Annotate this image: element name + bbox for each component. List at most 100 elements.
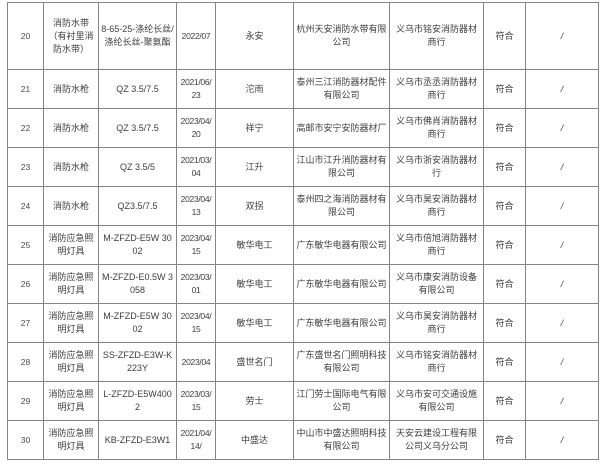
table-cell-remark: / [525,186,599,226]
table-cell-brand: 劳士 [215,381,294,421]
table-row: 30 消防应急照明灯具 KB-ZFZD-E3W1 2021/04/14/中盛达 中山市中… [7,420,599,460]
table-cell-serial: 28 [7,342,44,382]
table-cell-brand: 祥宁 [215,108,294,148]
table-cell-remark: / [525,225,599,265]
table-cell-model: QZ 3.5/5 [98,147,177,187]
table-cell-brand: 沱雨 [215,69,294,109]
table-cell-manufacturer: 广东敏华电器有限公司 [293,303,390,343]
table-cell-product-name: 消防应急照明灯具 [43,381,99,421]
table-cell-serial: 25 [7,225,44,265]
table-cell-dealer: 义乌市铭安消防器材商行 [389,2,484,70]
table-cell-brand: 双拐 [215,186,294,226]
table-cell-serial: 27 [7,303,44,343]
table-cell-product-name: 消防水枪 [43,108,99,148]
table-cell-date: 2023/04/13 [176,186,216,226]
table-cell-model: QZ 3.5/7.5 [98,69,177,109]
table-cell-model: QZ3.5/7.5 [98,186,177,226]
table-cell-product-name: 消防应急照明灯具 [43,420,99,460]
table-cell-result: 符合 [483,186,526,226]
table-cell-manufacturer: 杭州天安消防水带有限公司 [293,2,390,70]
table-row: 21 消防水枪 QZ 3.5/7.5 2021/06/23 沱雨 泰州三江消防器材配件有限… [7,69,599,109]
table-row: 23 消防水枪 QZ 3.5/5 2021/03/04 江升 江山市江升消防器材有限公司义… [7,147,599,187]
table-cell-product-name: 消防水枪 [43,147,99,187]
table-cell-brand: 中盛达 [215,420,294,460]
table-cell-serial: 21 [7,69,44,109]
table-cell-model: QZ 3.5/7.5 [98,108,177,148]
table-cell-date: 2023/04/20 [176,108,216,148]
table-cell-product-name: 消防应急照明灯具 [43,303,99,343]
table-row: 26 消防应急照明灯具 M-ZFZD-E0.5W 3058 2023/03/01 敏华电… [7,264,599,304]
table-cell-product-name: 消防应急照明灯具 [43,225,99,265]
table-cell-result: 符合 [483,108,526,148]
table-cell-result: 符合 [483,264,526,304]
table-cell-product-name: 消防水带（有衬里消防水带） [43,2,99,70]
table-cell-dealer: 义乌市丞丞消防器材商行 [389,69,484,109]
table-cell-brand: 敏华电工 [215,225,294,265]
table-cell-serial: 23 [7,147,44,187]
table-cell-result: 符合 [483,303,526,343]
table-cell-model: SS-ZFZD-E3W-K223Y [98,342,177,382]
table-cell-manufacturer: 中山市中盛达照明科技有限公司 [293,420,390,460]
table-cell-brand: 永安 [215,2,294,70]
table-cell-model: M-ZFZD-E5W 3002 [98,225,177,265]
table-cell-remark: / [525,303,599,343]
table-cell-date: 2023/04 [176,342,216,382]
table-row: 29 消防应急照明灯具 L-ZFZD-E5W4002 2023/03/15 劳士 江门劳士… [7,381,599,421]
table-cell-result: 符合 [483,69,526,109]
inspection-results-table: 20 消防水带（有衬里消防水带） 8-65-25-涤纶长丝/涤纶长丝-聚氨酯 2022… [7,2,599,460]
inspection-table-body: 20 消防水带（有衬里消防水带） 8-65-25-涤纶长丝/涤纶长丝-聚氨酯 2022… [7,2,599,460]
table-cell-date: 2021/04/14/ [176,420,216,460]
table-cell-serial: 30 [7,420,44,460]
table-cell-product-name: 消防应急照明灯具 [43,264,99,304]
table-cell-dealer: 义乌市昊安消防器材商行 [389,303,484,343]
table-cell-model: 8-65-25-涤纶长丝/涤纶长丝-聚氨酯 [98,2,177,70]
table-cell-model: M-ZFZD-E5W 3002 [98,303,177,343]
table-cell-date: 2023/03/15 [176,381,216,421]
table-cell-brand: 敏华电工 [215,303,294,343]
table-cell-remark: / [525,147,599,187]
table-cell-manufacturer: 广东敏华电器有限公司 [293,264,390,304]
table-cell-serial: 26 [7,264,44,304]
table-cell-remark: / [525,69,599,109]
table-cell-date: 2023/04/15 [176,303,216,343]
table-cell-product-name: 消防水枪 [43,186,99,226]
table-cell-manufacturer: 高邮市安宁安防器材厂 [293,108,390,148]
table-cell-brand: 盛世名门 [215,342,294,382]
table-cell-dealer: 义乌市佛肖消防器材商行 [389,108,484,148]
table-cell-dealer: 义乌市安可交通设施有限公司 [389,381,484,421]
table-cell-remark: / [525,381,599,421]
table-cell-date: 2021/03/04 [176,147,216,187]
table-cell-remark: / [525,264,599,304]
table-cell-date: 2021/06/23 [176,69,216,109]
table-cell-remark: / [525,2,599,70]
table-cell-serial: 24 [7,186,44,226]
table-cell-dealer: 义乌市倍旭消防器材商行 [389,225,484,265]
table-cell-brand: 敏华电工 [215,264,294,304]
table-cell-result: 符合 [483,381,526,421]
table-cell-product-name: 消防水枪 [43,69,99,109]
table-cell-dealer: 义乌市康安消防设备有限公司 [389,264,484,304]
table-cell-model: KB-ZFZD-E3W1 [98,420,177,460]
table-cell-serial: 20 [7,2,44,70]
table-cell-remark: / [525,108,599,148]
table-cell-brand: 江升 [215,147,294,187]
table-cell-manufacturer: 江山市江升消防器材有限公司 [293,147,390,187]
table-cell-dealer: 天安云建设工程有限公司义乌分公司 [389,420,484,460]
table-cell-dealer: 义乌市铭安消防器材商行 [389,342,484,382]
table-cell-date: 2022/07 [176,2,216,70]
table-cell-result: 符合 [483,342,526,382]
table-cell-model: L-ZFZD-E5W4002 [98,381,177,421]
table-row: 25 消防应急照明灯具 M-ZFZD-E5W 3002 2023/04/15 敏华电工广… [7,225,599,265]
table-cell-result: 符合 [483,225,526,265]
table-row: 20 消防水带（有衬里消防水带） 8-65-25-涤纶长丝/涤纶长丝-聚氨酯 2022… [7,2,599,70]
table-cell-serial: 22 [7,108,44,148]
table-cell-product-name: 消防应急照明灯具 [43,342,99,382]
table-cell-serial: 29 [7,381,44,421]
table-cell-result: 符合 [483,147,526,187]
table-cell-date: 2023/04/15 [176,225,216,265]
table-cell-manufacturer: 江门劳士国际电气有限公司 [293,381,390,421]
table-cell-remark: / [525,342,599,382]
table-cell-model: M-ZFZD-E0.5W 3058 [98,264,177,304]
table-row: 28 消防应急照明灯具 SS-ZFZD-E3W-K223Y 2023/04 盛世名门 广东… [7,342,599,382]
